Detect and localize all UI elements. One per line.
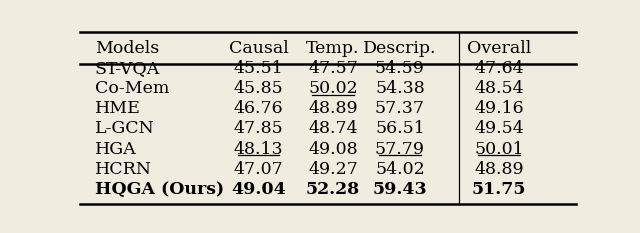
- Text: Models: Models: [95, 40, 159, 57]
- Text: HME: HME: [95, 100, 141, 117]
- Text: 49.04: 49.04: [231, 181, 286, 198]
- Text: Causal: Causal: [228, 40, 289, 57]
- Text: 48.13: 48.13: [234, 140, 284, 158]
- Text: 49.16: 49.16: [474, 100, 524, 117]
- Text: 57.79: 57.79: [375, 140, 425, 158]
- Text: 57.37: 57.37: [375, 100, 425, 117]
- Text: 48.54: 48.54: [474, 80, 524, 97]
- Text: HGA: HGA: [95, 140, 136, 158]
- Text: 48.89: 48.89: [308, 100, 358, 117]
- Text: HQGA (Ours): HQGA (Ours): [95, 181, 224, 198]
- Text: 56.51: 56.51: [375, 120, 425, 137]
- Text: Co-Mem: Co-Mem: [95, 80, 169, 97]
- Text: 50.01: 50.01: [474, 140, 524, 158]
- Text: HCRN: HCRN: [95, 161, 152, 178]
- Text: 51.75: 51.75: [472, 181, 526, 198]
- Text: 46.76: 46.76: [234, 100, 284, 117]
- Text: 54.38: 54.38: [375, 80, 425, 97]
- Text: 54.02: 54.02: [375, 161, 425, 178]
- Text: 52.28: 52.28: [306, 181, 360, 198]
- Text: 48.89: 48.89: [474, 161, 524, 178]
- Text: 48.74: 48.74: [308, 120, 358, 137]
- Text: 49.08: 49.08: [308, 140, 358, 158]
- Text: ST-VQA: ST-VQA: [95, 60, 160, 77]
- Text: 50.02: 50.02: [308, 80, 358, 97]
- Text: L-GCN: L-GCN: [95, 120, 155, 137]
- Text: 54.59: 54.59: [375, 60, 425, 77]
- Text: 45.51: 45.51: [234, 60, 284, 77]
- Text: 47.85: 47.85: [234, 120, 284, 137]
- Text: 49.27: 49.27: [308, 161, 358, 178]
- Text: 47.07: 47.07: [234, 161, 284, 178]
- Text: Temp.: Temp.: [306, 40, 360, 57]
- Text: 47.64: 47.64: [474, 60, 524, 77]
- Text: Descrip.: Descrip.: [363, 40, 436, 57]
- Text: Overall: Overall: [467, 40, 531, 57]
- Text: 47.57: 47.57: [308, 60, 358, 77]
- Text: 49.54: 49.54: [474, 120, 524, 137]
- Text: 59.43: 59.43: [372, 181, 428, 198]
- Text: 45.85: 45.85: [234, 80, 284, 97]
